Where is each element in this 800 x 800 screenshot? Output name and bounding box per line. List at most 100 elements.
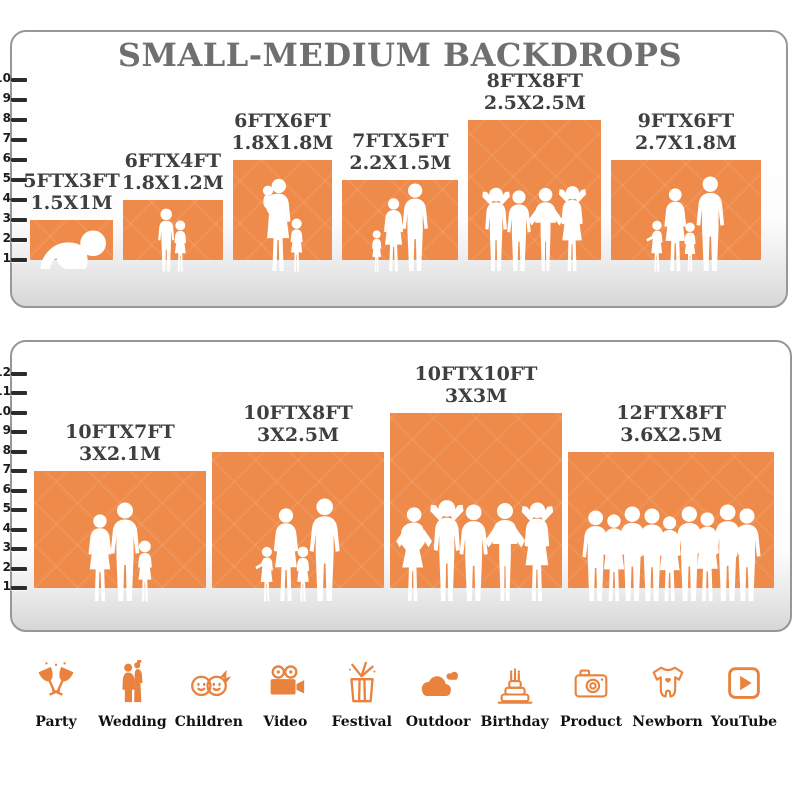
ruler-tick xyxy=(11,98,27,102)
size-label-ft: 10FTX8FT xyxy=(243,401,353,424)
category-row: Party Wedding Children Video Festival Outdoor… xyxy=(20,660,780,730)
size-label: 9FTX6FT 2.7X1.8M xyxy=(635,110,737,154)
category-label: Party xyxy=(35,714,77,730)
figure-silhouette-boy xyxy=(158,208,175,272)
category-item-children: Children xyxy=(173,660,245,730)
figure-silhouette-man-armsup xyxy=(429,500,464,601)
ruler-tick xyxy=(11,547,27,551)
figure-silhouette-woman xyxy=(88,514,112,602)
figure-silhouette-woman-armsup xyxy=(521,502,553,601)
size-label-m: 3X3M xyxy=(444,384,508,407)
size-label: 8FTX8FT 2.5X2.5M xyxy=(484,70,586,114)
figure-silhouette-girl xyxy=(174,220,187,272)
size-label-ft: 7FTX5FT xyxy=(352,130,449,152)
figure-silhouette-woman xyxy=(602,514,625,602)
ruler-number: 4 xyxy=(2,520,11,535)
size-label: 6FTX4FT 1.8X1.2M xyxy=(122,150,224,194)
category-item-video: Video xyxy=(249,660,321,730)
party-icon xyxy=(38,662,74,696)
ruler-tick xyxy=(11,78,27,82)
figure-silhouette-man xyxy=(309,498,340,601)
category-item-newborn: Newborn xyxy=(632,660,704,730)
size-label-m: 2.7X1.8M xyxy=(634,132,737,154)
size-label-ft: 9FTX6FT xyxy=(637,110,735,132)
figure-silhouette-man xyxy=(507,190,531,272)
figure-silhouette-girl xyxy=(137,540,152,602)
ruler-number: 2 xyxy=(2,559,11,574)
ruler-tick xyxy=(11,138,27,142)
ruler-number: 12 xyxy=(0,364,11,379)
size-label-ft: 6FTX6FT xyxy=(234,110,331,132)
video-icon xyxy=(270,665,305,695)
ruler-number: 8 xyxy=(2,442,11,457)
figure-silhouette-man xyxy=(459,504,488,602)
size-label: 5FTX3FT 1.5X1M xyxy=(23,170,119,214)
figure-silhouette-woman xyxy=(695,512,720,602)
size-label-ft: 5FTX3FT xyxy=(23,170,120,192)
size-label: 6FTX6FT 1.8X1.8M xyxy=(231,110,333,154)
category-item-product: Product xyxy=(555,660,627,730)
size-label: 10FTX7FT 3X2.1M xyxy=(65,421,175,465)
figure-silhouette-man xyxy=(618,506,647,602)
ruler-number: 9 xyxy=(2,91,11,105)
size-label-m: 3X2.1M xyxy=(78,443,162,465)
size-label-ft: 12FTX8FT xyxy=(616,401,727,424)
category-label: Festival xyxy=(331,714,392,730)
ruler-number: 5 xyxy=(2,171,11,185)
size-label: 10FTX10FT 3X3M xyxy=(415,363,538,407)
figure-silhouette-man xyxy=(582,510,609,602)
birthday-icon xyxy=(497,668,532,704)
figure-silhouette-man-hips xyxy=(484,503,525,601)
ruler-number: 6 xyxy=(2,151,11,165)
category-label: YouTube xyxy=(710,714,778,730)
ruler-tick xyxy=(11,566,27,571)
size-label-ft: 10FTX7FT xyxy=(65,421,175,443)
children-icon xyxy=(190,669,232,697)
category-label: Birthday xyxy=(480,714,549,730)
ruler-tick xyxy=(11,508,27,512)
size-label-ft: 8FTX8FT xyxy=(486,70,584,92)
figure-silhouette-man xyxy=(111,502,140,601)
ruler-number: 6 xyxy=(2,481,11,496)
size-label-m: 3.6X2.5M xyxy=(620,423,723,446)
ruler-tick xyxy=(11,430,27,434)
ruler-number: 2 xyxy=(2,231,11,245)
ruler-tick xyxy=(11,178,27,182)
newborn-icon xyxy=(652,666,683,698)
festival-icon xyxy=(348,661,376,703)
figure-silhouette-baby-crawl xyxy=(41,230,107,269)
size-label-m: 2.5X2.5M xyxy=(483,92,586,114)
category-item-birthday: Birthday xyxy=(479,660,551,730)
figure-silhouette-man xyxy=(713,504,742,602)
size-label: 10FTX8FT 3X2.5M xyxy=(243,402,353,446)
category-item-party: Party xyxy=(20,660,92,730)
ruler-tick xyxy=(11,410,27,415)
size-label: 12FTX8FT 3.6X2.5M xyxy=(616,402,726,446)
figure-silhouette-girl xyxy=(296,546,310,602)
figure-silhouette-woman-hips xyxy=(396,507,433,602)
ruler-number: 9 xyxy=(2,423,11,437)
figure-silhouette-girl xyxy=(290,218,303,272)
ruler-tick xyxy=(11,371,27,376)
ruler-number: 1 xyxy=(2,251,11,265)
size-label-m: 1.8X1.2M xyxy=(121,172,224,194)
figure-silhouette-woman xyxy=(383,198,403,272)
figure-silhouette-man xyxy=(733,508,761,602)
ruler-number: 3 xyxy=(2,211,11,225)
category-item-youtube: YouTube xyxy=(708,660,780,730)
category-item-wedding: Wedding xyxy=(96,660,168,730)
ruler-tick xyxy=(11,238,27,242)
youtube-icon xyxy=(728,667,760,699)
figure-silhouette-woman-baby xyxy=(262,178,291,272)
size-label-m: 3X2.5M xyxy=(256,423,340,446)
ruler-number: 11 xyxy=(0,384,11,398)
category-item-outdoor: Outdoor xyxy=(402,660,474,730)
category-label: Newborn xyxy=(632,714,703,730)
figure-silhouette-waving-girl xyxy=(255,546,273,602)
figure-silhouette-woman xyxy=(273,508,299,602)
size-label-m: 1.8X1.8M xyxy=(231,132,334,154)
outdoor-icon xyxy=(421,671,459,696)
size-label-m: 2.2X1.5M xyxy=(349,152,452,174)
figure-silhouette-man xyxy=(638,508,666,602)
